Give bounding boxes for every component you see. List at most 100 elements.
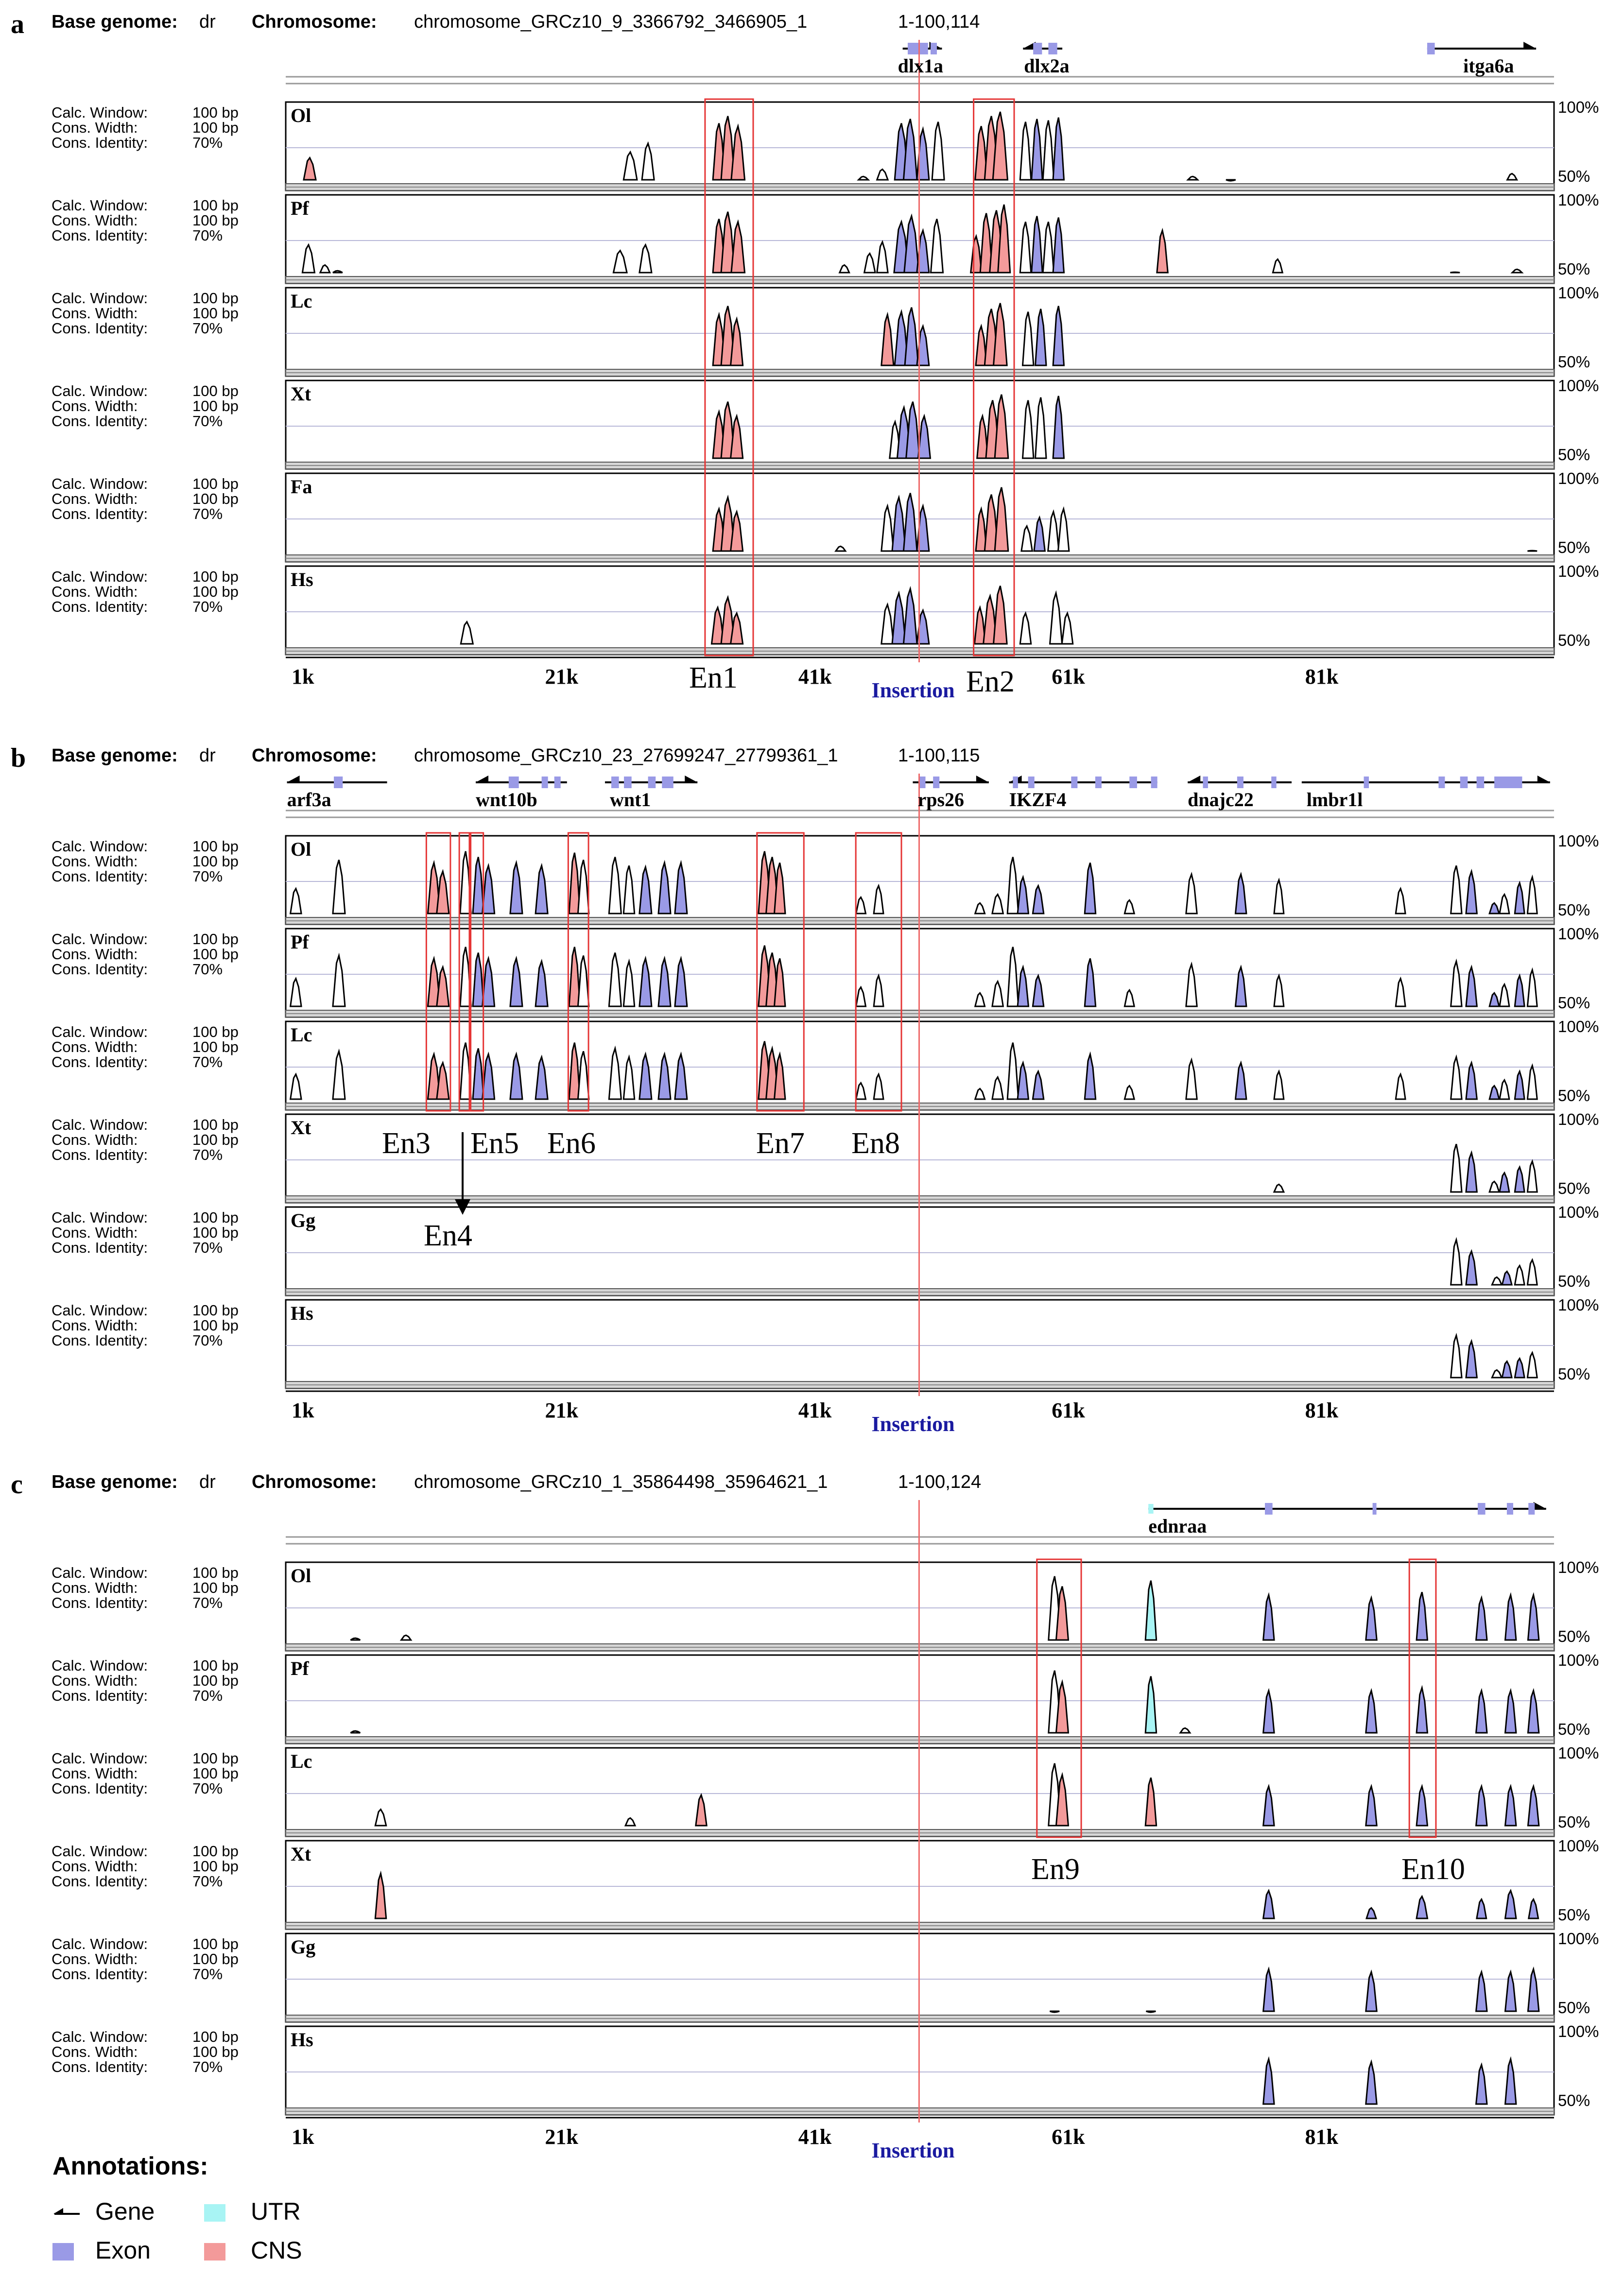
- conservation-peak: [509, 955, 523, 1007]
- conservation-peak: [876, 168, 889, 181]
- param-value: 70%: [192, 1687, 223, 1704]
- gene-label-rps26: rps26: [917, 789, 965, 811]
- track-Xt: [285, 1113, 1555, 1204]
- exon-block: [334, 777, 343, 788]
- param-row-calc_window: Calc. Window: 100 bp: [52, 291, 239, 306]
- conservation-peak: [639, 955, 653, 1007]
- exon-block: [933, 777, 940, 788]
- chromosome-value: chromosome_GRCz10_23_27699247_27799361_1: [414, 745, 838, 766]
- param-row-cons_identity: Cons. Identity: 70%: [52, 414, 239, 429]
- conservation-peak: [1450, 1054, 1463, 1100]
- conservation-peak: [1123, 988, 1136, 1007]
- gene-dlx2a: [1023, 42, 1063, 54]
- enhancer-label-En9: En9: [1031, 1853, 1080, 1886]
- param-value: 100 bp: [192, 290, 239, 307]
- param-value: 100 bp: [192, 1209, 239, 1226]
- base-genome-label: Base genome:: [52, 745, 178, 766]
- conservation-peak: [674, 955, 688, 1007]
- range-value: 1-100,124: [898, 1472, 982, 1492]
- track-params: Calc. Window: 100 bp Cons. Width: 100 bp Con…: [52, 383, 239, 429]
- conservation-peak: [319, 264, 331, 274]
- exon-block: [1427, 43, 1435, 54]
- param-label: Cons. Identity:: [52, 2058, 148, 2075]
- conservation-peak: [1123, 899, 1136, 915]
- conservation-peak: [902, 119, 918, 181]
- param-value: 100 bp: [192, 1023, 239, 1040]
- param-value: 70%: [192, 413, 223, 430]
- conservation-peak: [1262, 1592, 1275, 1641]
- conservation-peak: [773, 958, 786, 1007]
- param-row-calc_window: Calc. Window: 100 bp: [52, 1303, 239, 1318]
- conservation-peak: [1499, 983, 1510, 1007]
- conservation-peak: [1031, 119, 1043, 181]
- param-row-cons_identity: Cons. Identity: 70%: [52, 962, 239, 977]
- conservation-peak: [974, 992, 986, 1007]
- conservation-peak: [729, 316, 744, 366]
- param-row-cons_identity: Cons. Identity: 70%: [52, 506, 239, 521]
- param-value: 70%: [192, 1966, 223, 1983]
- param-value: 100 bp: [192, 1843, 239, 1860]
- track-frame: [285, 1747, 1555, 1837]
- conservation-peak: [873, 1072, 884, 1100]
- conservation-peak: [332, 270, 343, 274]
- exon-block: [554, 777, 561, 788]
- y-tick-label: 100%: [1558, 1018, 1599, 1035]
- species-label: Pf: [291, 1657, 309, 1679]
- exon-block: [1048, 43, 1057, 54]
- param-row-cons_identity: Cons. Identity: 70%: [52, 1688, 239, 1703]
- x-tick-label: 41k: [798, 2125, 832, 2149]
- conservation-peak: [1527, 1783, 1540, 1827]
- gene-arrow-icon: [1537, 776, 1550, 782]
- param-row-cons_width: Cons. Width: 100 bp: [52, 1225, 239, 1240]
- conservation-peak: [1465, 1150, 1478, 1193]
- param-row-calc_window: Calc. Window: 100 bp: [52, 476, 239, 491]
- track-Lc: [285, 1747, 1555, 1837]
- conservation-peak: [1450, 271, 1460, 274]
- conservation-peak: [577, 1051, 590, 1100]
- conservation-peak: [1185, 961, 1198, 1007]
- param-value: 100 bp: [192, 1224, 239, 1241]
- species-label: Ol: [291, 1565, 311, 1587]
- param-label: Cons. Identity:: [52, 1332, 148, 1349]
- param-row-cons_identity: Cons. Identity: 70%: [52, 599, 239, 614]
- conservation-peak: [1084, 863, 1097, 915]
- y-tick-label: 100%: [1558, 1837, 1599, 1855]
- track-Lc: [285, 1020, 1555, 1111]
- gene-arrow-icon: [1023, 42, 1036, 49]
- param-value: 70%: [192, 1146, 223, 1163]
- conservation-peak: [1273, 877, 1285, 915]
- param-label: Cons. Width:: [52, 1131, 138, 1148]
- conservation-peak: [991, 980, 1004, 1007]
- param-label: Calc. Window:: [52, 568, 148, 585]
- conservation-peak: [481, 955, 496, 1007]
- conservation-peak: [1488, 992, 1500, 1007]
- panel-letter: b: [11, 743, 26, 773]
- conservation-peak: [902, 493, 918, 552]
- exon-block: [624, 777, 632, 788]
- param-row-calc_window: Calc. Window: 100 bp: [52, 198, 239, 213]
- y-tick-label: 100%: [1558, 284, 1599, 302]
- conservation-peak: [1504, 1592, 1517, 1641]
- param-row-calc_window: Calc. Window: 100 bp: [52, 1844, 239, 1859]
- conservation-peak: [994, 394, 1009, 459]
- track-params: Calc. Window: 100 bp Cons. Width: 100 bp Con…: [52, 569, 239, 614]
- conservation-peak: [1514, 1264, 1525, 1286]
- param-label: Cons. Identity:: [52, 1594, 148, 1611]
- track-params: Calc. Window: 100 bp Cons. Width: 100 bp Con…: [52, 1117, 239, 1162]
- exon-block: [1528, 1503, 1535, 1515]
- param-label: Cons. Identity:: [52, 1053, 148, 1070]
- enhancer-box-En4: [458, 832, 470, 1112]
- species-label: Xt: [291, 383, 311, 405]
- panel-svg: [285, 774, 1555, 1396]
- conservation-peak: [1527, 1592, 1540, 1641]
- conservation-peak: [730, 219, 746, 274]
- track-params: Calc. Window: 100 bp Cons. Width: 100 bp Con…: [52, 198, 239, 243]
- param-row-cons_identity: Cons. Identity: 70%: [52, 1054, 239, 1070]
- track-frame: [285, 835, 1555, 925]
- enhancer-box-En8: [855, 832, 902, 1112]
- param-value: 100 bp: [192, 490, 239, 507]
- conservation-peak: [1017, 1060, 1030, 1100]
- conservation-peak: [289, 887, 302, 915]
- y-tick-label: 100%: [1558, 469, 1599, 487]
- conservation-peak: [1450, 865, 1463, 915]
